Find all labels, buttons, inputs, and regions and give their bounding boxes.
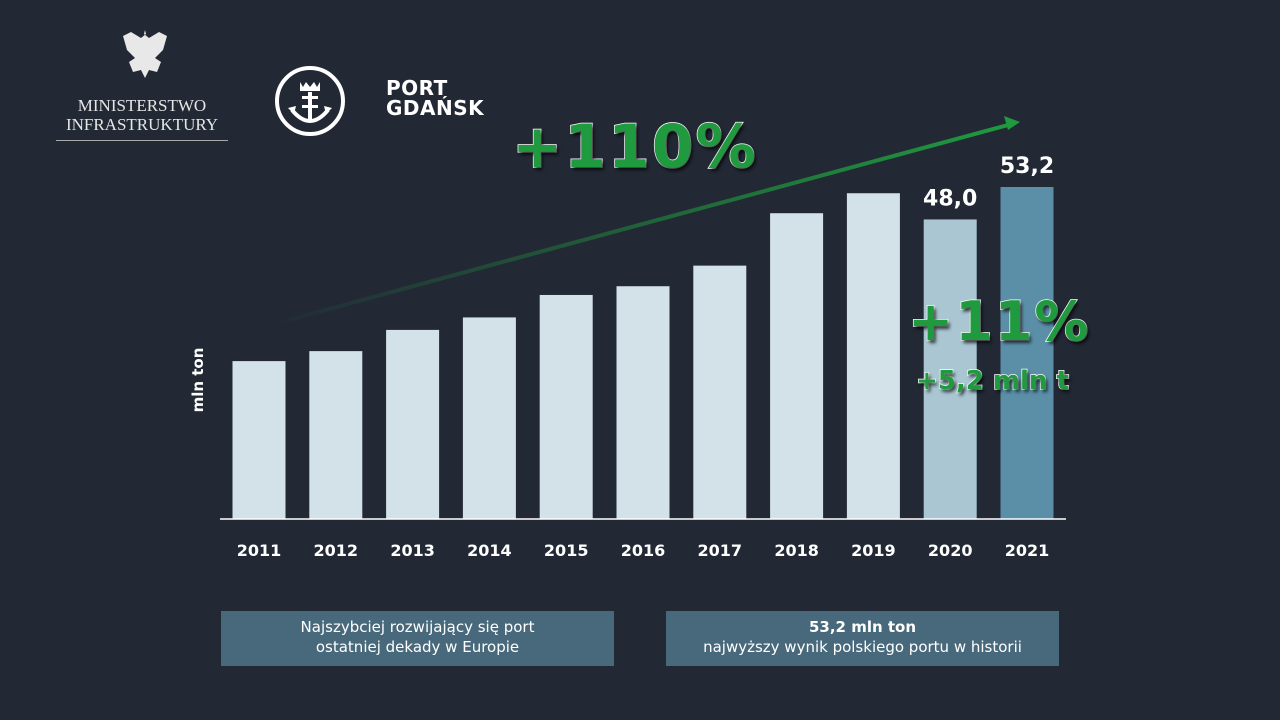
x-tick-label: 2011	[237, 541, 282, 560]
x-tick-label: 2020	[928, 541, 973, 560]
bar-2020	[923, 219, 977, 520]
ministry-line-1: MINISTERSTWO	[77, 96, 207, 115]
data-label-2021: 53,2	[1000, 154, 1054, 179]
yoy-absolute-label: +5,2 mln t	[915, 365, 1069, 397]
yoy-growth-label: +11%	[907, 289, 1091, 354]
info-box-title: 53,2 mln ton	[808, 618, 917, 636]
eagle-emblem-icon	[123, 26, 167, 78]
x-tick-label: 2019	[851, 541, 896, 560]
bar-2019	[846, 193, 900, 519]
bar-2017	[693, 265, 747, 519]
ministry-logo-text: MINISTERSTWO INFRASTRUKTURY	[56, 96, 228, 141]
info-box-record: 53,2 mln ton najwyższy wynik polskiego p…	[666, 611, 1059, 666]
port-gdansk-logo-text: PORT GDAŃSK	[386, 78, 484, 118]
data-label-2020: 48,0	[923, 186, 977, 211]
y-axis-label: mln ton	[189, 348, 207, 413]
x-tick-label: 2014	[467, 541, 512, 560]
port-gdansk-anchor-icon	[275, 66, 345, 136]
bar-2011	[232, 361, 286, 519]
bar-2021	[1000, 187, 1054, 519]
port-line-2: GDAŃSK	[386, 96, 485, 120]
x-tick-label: 2015	[544, 541, 589, 560]
info-box-line-1: Najszybciej rozwijający się port	[300, 618, 535, 636]
x-tick-label: 2016	[621, 541, 666, 560]
trend-arrow	[269, 116, 1020, 327]
bar-2015	[539, 294, 593, 519]
bar-2012	[309, 351, 363, 519]
ministry-line-2: INFRASTRUKTURY	[65, 115, 219, 134]
bar-2018	[770, 213, 824, 520]
decade-growth-label: +110%	[511, 111, 758, 183]
bar-2013	[386, 329, 440, 519]
x-tick-label: 2018	[774, 541, 819, 560]
info-box-fastest-growing: Najszybciej rozwijający się port ostatni…	[221, 611, 614, 666]
x-tick-label: 2012	[314, 541, 359, 560]
info-box-subtitle: najwyższy wynik polskiego portu w histor…	[703, 638, 1022, 656]
x-tick-label: 2013	[390, 541, 435, 560]
bar-2014	[462, 317, 516, 519]
x-tick-label: 2021	[1005, 541, 1050, 560]
x-tick-label: 2017	[698, 541, 743, 560]
port-line-1: PORT	[386, 76, 448, 100]
bar-2016	[616, 286, 670, 519]
info-box-line-2: ostatniej dekady w Europie	[315, 638, 520, 656]
